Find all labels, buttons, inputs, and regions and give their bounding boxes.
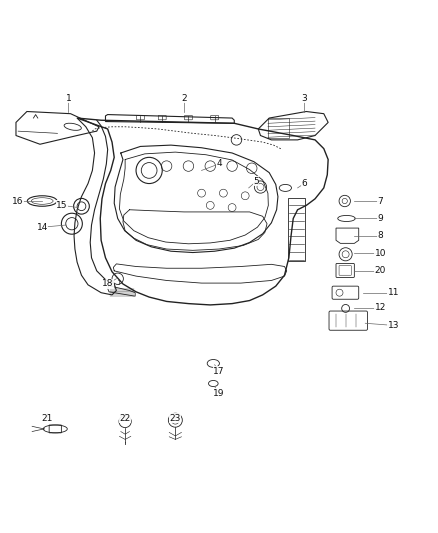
Text: 15: 15	[56, 201, 67, 210]
Text: 9: 9	[378, 214, 383, 223]
Text: 7: 7	[378, 197, 383, 206]
Text: 12: 12	[375, 303, 386, 312]
Text: 4: 4	[216, 159, 222, 168]
Text: 18: 18	[102, 279, 113, 288]
Text: 17: 17	[213, 367, 225, 376]
Text: 20: 20	[375, 266, 386, 276]
Text: 5: 5	[253, 177, 259, 186]
Text: 2: 2	[181, 94, 187, 103]
Text: 11: 11	[388, 288, 399, 297]
Text: 3: 3	[301, 94, 307, 103]
Text: 19: 19	[213, 389, 225, 398]
Text: 14: 14	[36, 223, 48, 232]
Text: 21: 21	[42, 414, 53, 423]
Text: 1: 1	[66, 94, 71, 103]
Text: 22: 22	[120, 414, 131, 423]
Text: 23: 23	[170, 414, 181, 423]
Text: 13: 13	[388, 321, 399, 330]
Text: 8: 8	[378, 231, 383, 240]
Text: 6: 6	[301, 179, 307, 188]
Text: 16: 16	[12, 197, 24, 206]
Text: 10: 10	[375, 249, 386, 258]
